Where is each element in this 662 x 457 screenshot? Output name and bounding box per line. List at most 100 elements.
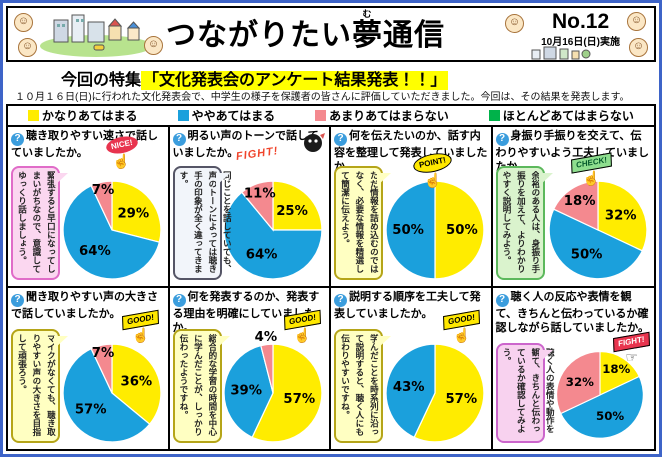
question-mark-icon: ? (495, 293, 509, 307)
question-title: ? 聞き取りやすい声の大きさで話していましたか。 (8, 288, 168, 321)
reader-face-icon: ☺ (14, 13, 33, 32)
reader-face-icon: ☺ (18, 38, 37, 57)
svg-text:32%: 32% (605, 209, 637, 224)
feature-highlighted-title: 「文化発表会のアンケート結果発表！！」 (141, 71, 449, 90)
good-stamp: GOOD! ☝ (443, 309, 481, 343)
pie-chart: 57% 39% 4% (223, 330, 323, 443)
question-title: ? 明るい声のトーンで話していましたか。 (170, 127, 330, 160)
legend-label: ほとんどあてはまらない (502, 109, 634, 123)
legend-swatch-yellow (28, 110, 40, 121)
issue-info: No.12 10月16日(日)実施 (541, 10, 620, 48)
stamp-label: POINT! (411, 150, 454, 176)
stamp-label: NICE! (104, 133, 139, 157)
point-stamp: POINT! ☝ (411, 150, 454, 188)
bubble-tail (377, 336, 391, 349)
intro-text: １０月１６日(日)に行われた文化発表会で、中学生の様子を保護者の皆さんに評価して… (15, 92, 630, 103)
svg-text:50%: 50% (446, 223, 478, 238)
reader-face-icon: ☺ (144, 36, 163, 55)
question-text: 何を発表するのか、発表する理由を明確にしていましたか。 (172, 291, 320, 334)
issue-date: 10月16日(日)実施 (541, 37, 620, 49)
survey-chart-cell-1: ? 聴き取りやすい速さで話していましたか。 NICE! ☝ 緊張すると早口になって… (8, 127, 170, 288)
masthead-banner: つながりたい夢む通信 No.12 10月16日(日)実施 ☺ ☺ ☺ ☺ ☺ ☺ (6, 6, 656, 62)
question-title: ? 聴く人の反応や表情を観て、きちんと伝わっているか確認しながら話していましたか。 (493, 288, 655, 335)
question-mark-icon: ? (334, 293, 347, 307)
thumbs-up-icon: ☝ (132, 327, 150, 343)
reader-face-icon: ☺ (627, 12, 646, 31)
svg-text:50%: 50% (571, 247, 603, 262)
reader-face-icon: ☺ (505, 14, 524, 33)
svg-text:57%: 57% (283, 392, 315, 407)
legend-item: あまりあてはまらない (315, 107, 449, 124)
legend-item: ややあてはまる (177, 107, 276, 124)
pie-chart: 50% 50% (385, 180, 484, 280)
legend-item: ほとんどあてはまらない (488, 107, 634, 124)
bubble-tail (538, 173, 553, 186)
legend-swatch-green (488, 110, 500, 121)
feature-prefix: 今回の特集 (61, 72, 142, 89)
svg-text:25%: 25% (276, 204, 308, 219)
svg-text:7%: 7% (91, 346, 113, 361)
svg-text:11%: 11% (244, 186, 276, 201)
advice-bubble: 総合的な学習の時間を中心に学んだことが、しっかり伝わったようですね。 (172, 329, 230, 443)
thumbs-up-icon: ☝ (453, 327, 471, 343)
legend-label: かなりあてはまる (42, 109, 138, 123)
svg-text:36%: 36% (120, 375, 152, 390)
svg-text:43%: 43% (392, 380, 424, 395)
advice-text: 緊張すると早口になってしまいがちなので、意識してゆっくり話しましょう。 (17, 171, 57, 273)
survey-chart-cell-3: ?何を伝えたいのか、話す内容を整理して発表していましたか。 POINT! ☝ た… (331, 127, 493, 288)
question-text: 説明する順序を工夫して発表していましたか。 (334, 291, 481, 320)
pointing-hand-icon: ☝ (582, 170, 601, 186)
pointing-hand-icon: ☝ (112, 153, 131, 169)
stamp-label: FIGHT! (235, 145, 280, 163)
question-title: ? 説明する順序を工夫して発表していましたか。 (331, 288, 491, 321)
legend-label: ややあてはまる (191, 109, 276, 123)
svg-text:64%: 64% (79, 244, 111, 259)
pie-chart: 18% 50% 32% (556, 351, 644, 439)
advice-bubble: 緊張すると早口になってしまいがちなので、意識してゆっくり話しましょう。 (11, 166, 68, 280)
feature-headline: 今回の特集 「文化発表会のアンケート結果発表！！」 (3, 62, 659, 90)
svg-text:39%: 39% (230, 384, 262, 399)
advice-text: ただ情報を詰め込むのではなく、必要な情報を精選して簡潔に伝えよう。 (340, 171, 380, 273)
legend: かなりあてはまる ややあてはまる あまりあてはまらない ほとんどあてはまらない (6, 104, 656, 125)
question-mark-icon: ? (11, 293, 24, 307)
question-text: 明るい声のトーンで話していましたか。 (172, 130, 319, 159)
advice-text: 同じことを話していても、声のトーンによっては聴き手の印象が全く違ってきます。 (178, 171, 233, 273)
advice-text: 余裕のある人は、身振り手振りを加えて、よりわかりやすく説明してみよう。 (501, 171, 541, 273)
pie-chart: 25% 64% 11% (223, 180, 323, 280)
good-stamp: GOOD! ☝ (122, 309, 160, 343)
svg-text:50%: 50% (392, 223, 424, 238)
advice-bubble: 聴く人の表情や動作を観て、きちんと伝わっているか確認してみよう。 (495, 343, 555, 443)
question-mark-icon: ? (334, 132, 347, 146)
buildings-icon (531, 46, 591, 60)
advice-text: 総合的な学習の時間を中心に学んだことが、しっかり伝わったようですね。 (178, 334, 218, 436)
advice-bubble: 同じことを話していても、声のトーンによっては聴き手の印象が全く違ってきます。 (172, 166, 232, 280)
charts-grid: ? 聴き取りやすい速さで話していましたか。 NICE! ☝ 緊張すると早口になって… (6, 125, 656, 451)
survey-chart-cell-4: ?身振り手振りを交えて、伝わりやすいよう工夫していましたか。 CHECK! ☝ … (492, 127, 654, 288)
question-title: ? 何を発表するのか、発表する理由を明確にしていましたか。 (170, 288, 330, 335)
survey-chart-cell-8: ? 聴く人の反応や表情を観て、きちんと伝わっているか確認しながら話していましたか。… (493, 288, 655, 449)
question-mark-icon: ? (172, 293, 186, 307)
pointing-hand-icon: ☝ (424, 172, 442, 188)
pie-chart: 57% 43% (385, 343, 484, 443)
svg-text:4%: 4% (255, 330, 277, 345)
question-text: 何を伝えたいのか、話す内容を整理して発表していましたか。 (334, 130, 488, 173)
question-mark-icon: ? (11, 132, 24, 146)
svg-text:32%: 32% (566, 375, 594, 389)
bubble-tail (377, 173, 391, 186)
svg-text:50%: 50% (596, 409, 624, 423)
advice-text: 学んだことを時系列に沿って説明すると、聴く人にも伝わりやすいですね。 (340, 334, 380, 436)
survey-chart-cell-2: ? 明るい声のトーンで話していましたか。 FIGHT! 同じことを話していても、声… (169, 127, 331, 288)
thumbs-up-icon: ☝ (293, 327, 312, 343)
question-text: 聴く人の反応や表情を観て、きちんと伝わっているか確認しながら話していましたか。 (495, 291, 649, 334)
question-title: ?何を伝えたいのか、話す内容を整理して発表していましたか。 (331, 127, 491, 174)
title-furigana: む (352, 9, 383, 19)
advice-bubble: マイクがなくても、聴き取りやすい声の大きさを目指して頑張ろう。 (11, 329, 68, 443)
advice-text: マイクがなくても、聴き取りやすい声の大きさを目指して頑張ろう。 (17, 334, 57, 436)
pie-chart: 29% 64% 7% (62, 180, 162, 280)
legend-label: あまりあてはまらない (329, 109, 449, 123)
advice-text: 聴く人の表情や動作を観て、きちんと伝わっているか確認してみよう。 (501, 348, 556, 433)
legend-swatch-pink (315, 110, 327, 121)
survey-chart-cell-5: ? 聞き取りやすい声の大きさで話していましたか。 GOOD! ☝ マイクがなくても… (8, 288, 170, 449)
issue-number: No.12 (551, 10, 610, 33)
nice-stamp: NICE! ☝ (104, 133, 139, 169)
